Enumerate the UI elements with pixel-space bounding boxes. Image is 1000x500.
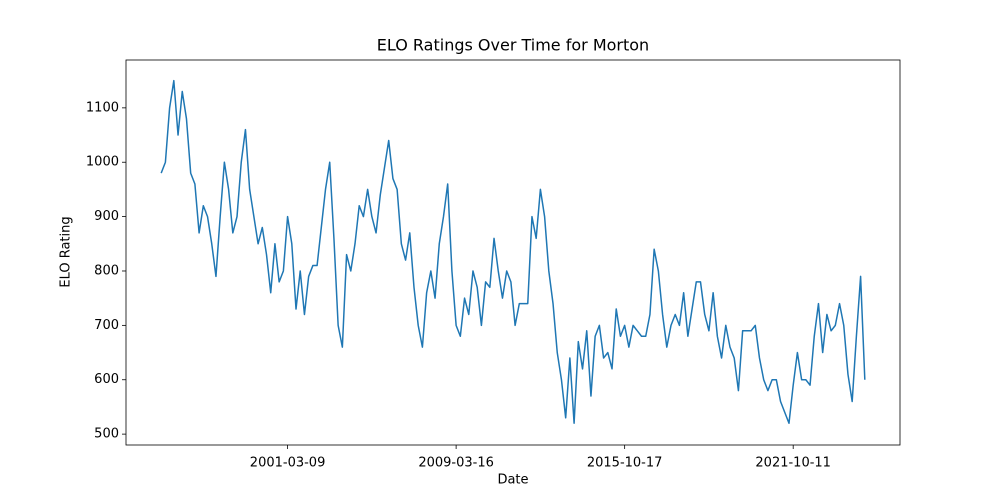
- y-tick-label: 1100: [86, 100, 119, 115]
- x-axis-label: Date: [497, 473, 528, 488]
- y-tick-label: 900: [94, 209, 119, 224]
- chart-title: ELO Ratings Over Time for Morton: [377, 36, 649, 55]
- y-axis-label: ELO Rating: [59, 216, 74, 287]
- x-tick-label: 2001-03-09: [250, 456, 326, 471]
- line-series: [160, 79, 866, 424]
- x-tick-label: 2015-10-17: [587, 456, 663, 471]
- y-tick-label: 700: [94, 318, 119, 333]
- plot-frame: [125, 59, 901, 446]
- x-tick-label: 2009-03-16: [418, 456, 494, 471]
- y-tick-label: 600: [94, 372, 119, 387]
- x-tick-label: 2021-10-11: [755, 456, 831, 471]
- y-tick-label: 800: [94, 263, 119, 278]
- y-tick-label: 1000: [86, 155, 119, 170]
- y-tick-label: 500: [94, 427, 119, 442]
